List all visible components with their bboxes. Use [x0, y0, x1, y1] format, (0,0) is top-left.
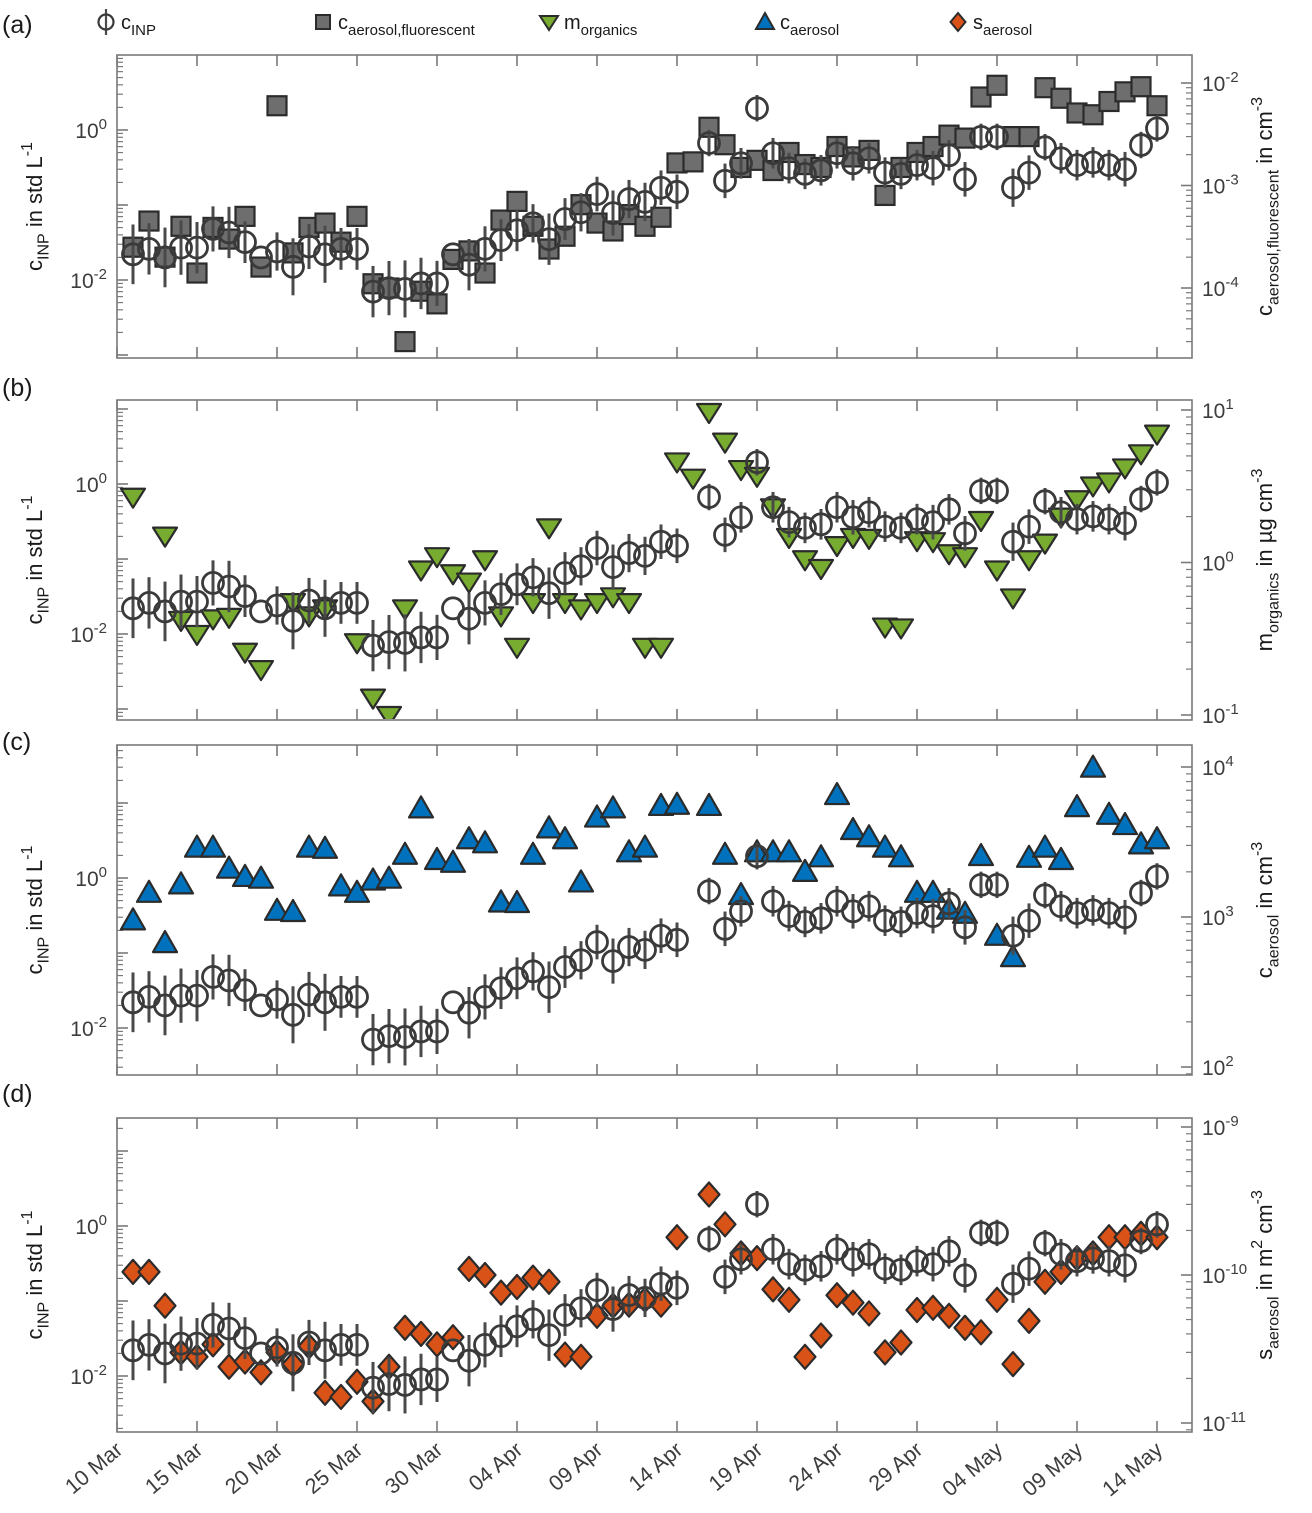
legend-item-s-aerosol: saerosol [949, 11, 1032, 39]
square-icon [315, 14, 331, 30]
right-axis-title: caerosol in cm-3 [1249, 842, 1283, 979]
legend-label: caerosol,fluorescent [338, 12, 476, 39]
triangle-up-icon [754, 10, 776, 30]
axis-tick-label: 10-4 [1202, 274, 1239, 301]
panel-letter: (c) [2, 728, 31, 756]
axis-tick-label: 102 [1202, 1053, 1234, 1080]
axis-tick-label: 100 [75, 1212, 107, 1239]
circle-errorbar-icon [97, 9, 115, 35]
diamond-icon [949, 11, 967, 33]
axis-tick-label: 100 [1202, 549, 1234, 576]
left-axis-title: cINP in std L-1 [19, 495, 53, 624]
x-tick-label: 09 Apr [544, 1437, 607, 1495]
axis-tick-label: 10-1 [1202, 701, 1239, 728]
panel-c-axes [116, 744, 1193, 1076]
right-axis-title: morganics in µg cm-3 [1249, 469, 1283, 652]
panel-b-axes [116, 399, 1193, 721]
axis-tick-label: 10-9 [1202, 1113, 1239, 1140]
axis-tick-label: 10-2 [70, 620, 107, 647]
x-tick-label: 30 Mar [381, 1437, 448, 1498]
x-tick-label: 19 Apr [704, 1437, 767, 1495]
legend-label: morganics [564, 12, 637, 39]
series-c-inp [121, 1191, 1169, 1414]
axis-tick-label: 10-2 [70, 266, 107, 293]
series-c-inp [121, 95, 1169, 318]
legend-item-c-inp: cINP [97, 9, 156, 39]
x-tick-label: 14 May [1098, 1437, 1168, 1501]
legend-item-m-organics: morganics [538, 12, 637, 39]
x-tick-label: 15 Mar [141, 1437, 208, 1498]
panel-d: (d) 100 10-2 10-9 10-10 10-11 cINP in std L-1 s… [2, 1080, 1283, 1436]
panel-a: (a) 100 10-2 10-2 10-3 10-4 cINP in std L-1 cae… [2, 11, 1283, 359]
panel-d-axes [116, 1117, 1193, 1433]
x-tick-label: 25 Mar [301, 1437, 368, 1498]
x-axis-date-labels: 10 Mar 15 Mar 20 Mar 25 Mar 30 Mar 04 Apr 09 A… [61, 1437, 1168, 1501]
series-c-inp [121, 843, 1169, 1066]
x-tick-label: 14 Apr [624, 1437, 687, 1495]
axis-tick-label: 10-2 [70, 1014, 107, 1041]
x-tick-label: 04 Apr [464, 1437, 527, 1495]
axis-tick-label: 100 [75, 864, 107, 891]
panel-letter: (b) [2, 374, 33, 402]
panel-c: (c) 100 10-2 104 103 102 cINP in std L-1 caeros… [2, 728, 1283, 1080]
axis-tick-label: 104 [1202, 753, 1234, 780]
legend-item-c-aerosol-fluorescent: caerosol,fluorescent [315, 12, 476, 39]
axis-tick-label: 10-2 [70, 1362, 107, 1389]
axis-tick-label: 10-2 [1202, 69, 1239, 96]
legend-label: caerosol [780, 12, 839, 39]
axis-tick-label: 100 [75, 116, 107, 143]
axis-tick-label: 10-10 [1202, 1261, 1247, 1288]
left-axis-title: cINP in std L-1 [19, 1210, 53, 1339]
x-tick-label: 04 May [938, 1437, 1008, 1501]
x-tick-label: 20 Mar [221, 1437, 288, 1498]
left-axis-title: cINP in std L-1 [19, 845, 53, 974]
x-tick-label: 10 Mar [61, 1437, 128, 1498]
axis-tick-label: 100 [75, 470, 107, 497]
triangle-down-icon [538, 15, 560, 32]
right-axis-title: caerosol,fluorescent in cm-3 [1249, 97, 1283, 316]
legend-label: saerosol [973, 12, 1032, 39]
left-axis-title: cINP in std L-1 [19, 142, 53, 271]
axis-tick-label: 10-3 [1202, 172, 1239, 199]
axis-tick-label: 101 [1202, 396, 1234, 423]
panel-a-axes [116, 54, 1193, 359]
axis-tick-label: 103 [1202, 903, 1234, 930]
legend-label: cINP [121, 12, 156, 39]
x-tick-label: 24 Apr [784, 1437, 847, 1495]
x-tick-label: 29 Apr [864, 1437, 927, 1495]
x-tick-label: 09 May [1018, 1437, 1088, 1501]
series-c-inp [121, 449, 1169, 672]
legend-item-c-aerosol: caerosol [754, 10, 839, 39]
legend: cINP caerosol,fluorescent morganics caeroso… [97, 9, 1032, 39]
panel-letter: (a) [2, 11, 33, 39]
panel-b: (b) 100 10-2 101 100 10-1 cINP in std L-1 morga… [2, 374, 1283, 728]
panel-letter: (d) [2, 1080, 33, 1108]
series-c-aerosol [119, 754, 1171, 968]
right-axis-title: saerosol in m2 cm-3 [1249, 1190, 1283, 1360]
axis-tick-label: 10-11 [1202, 1409, 1246, 1436]
